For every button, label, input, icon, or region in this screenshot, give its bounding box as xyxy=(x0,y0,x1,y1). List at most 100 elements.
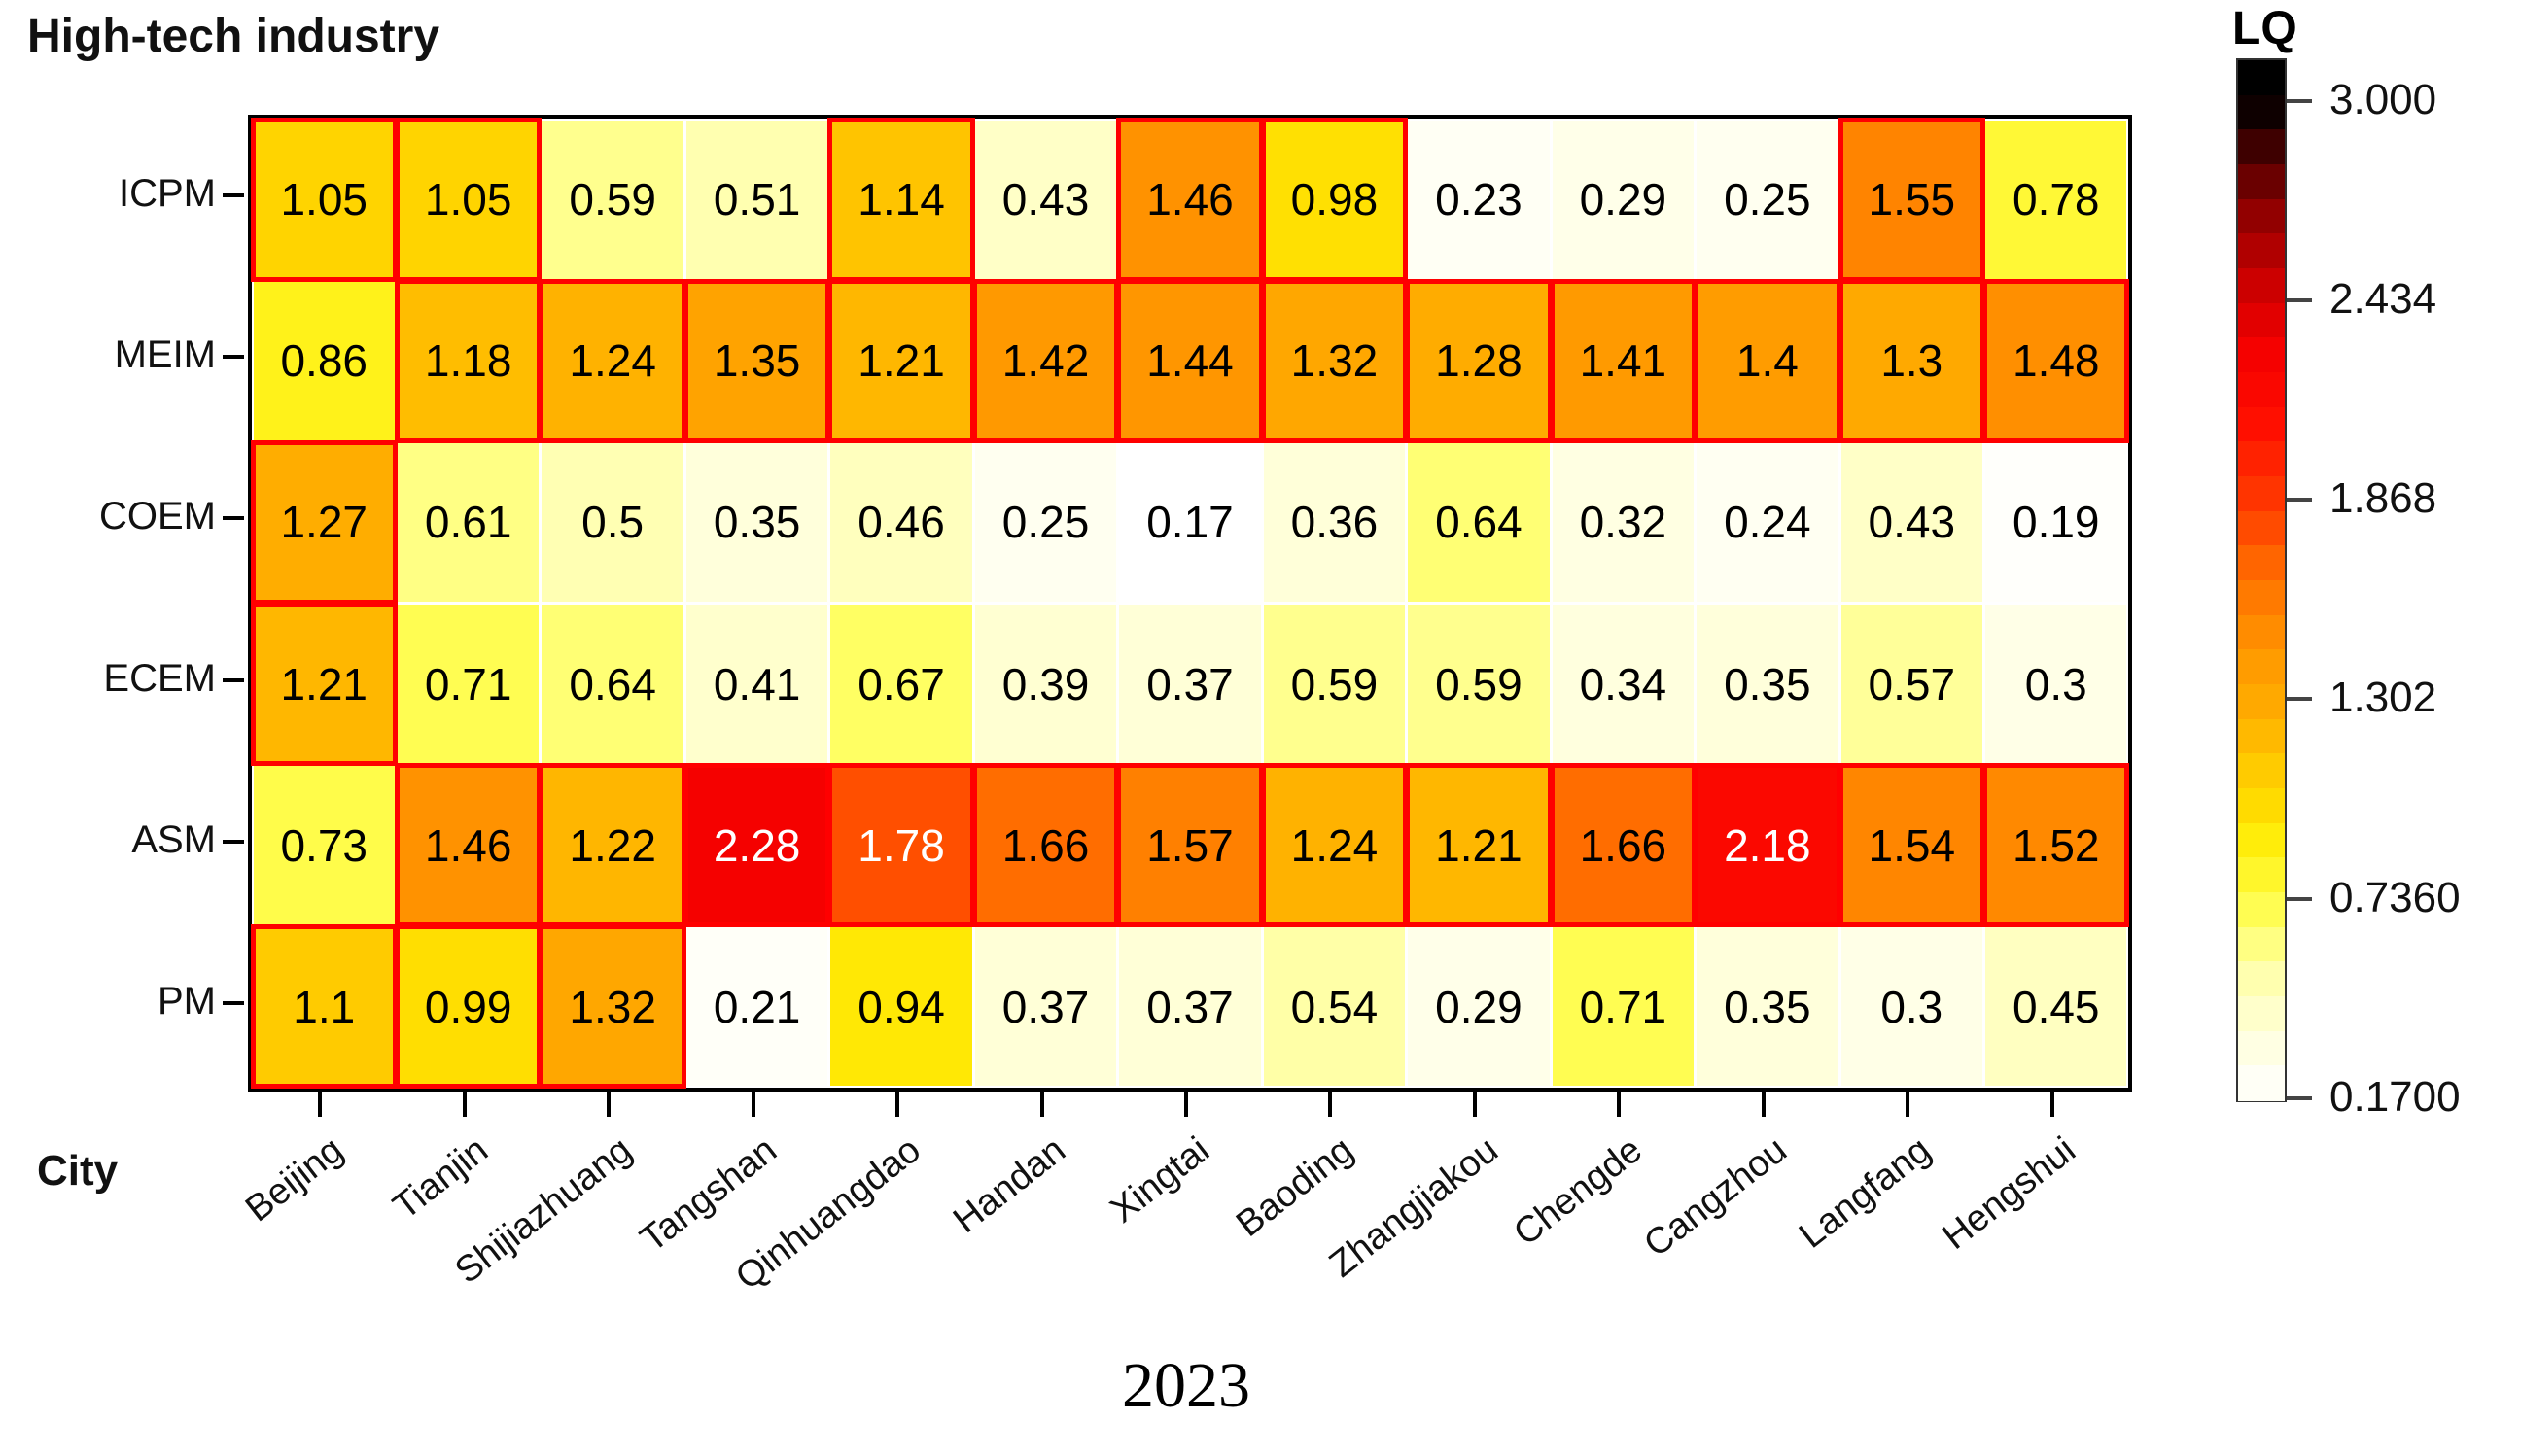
heatmap-cell: 1.4 xyxy=(1697,281,1838,440)
heatmap-cell: 0.39 xyxy=(974,605,1117,764)
city-label-tianjin: Tianjin xyxy=(385,1129,496,1229)
heatmap-cell: 0.23 xyxy=(1408,120,1550,279)
heatmap-cell: 0.35 xyxy=(1697,605,1838,764)
heatmap-cell: 0.99 xyxy=(397,927,540,1087)
colorbar-step xyxy=(2238,996,2285,1032)
heatmap-cell: 1.32 xyxy=(1263,281,1406,440)
heatmap-cell: 1.21 xyxy=(253,605,395,764)
heatmap-cell: 0.71 xyxy=(397,605,540,764)
city-label-zhangjiakou: Zhangjiakou xyxy=(1321,1129,1506,1286)
x-axis-tick xyxy=(1617,1092,1622,1117)
heatmap-cell: 1.54 xyxy=(1840,766,1983,925)
heatmap-cell: 0.61 xyxy=(397,442,540,602)
heatmap-cell: 1.27 xyxy=(253,442,395,602)
city-label-chengde: Chengde xyxy=(1506,1129,1651,1255)
heatmap-cell: 1.78 xyxy=(830,766,972,925)
y-axis-tick xyxy=(223,839,244,844)
colorbar-step xyxy=(2238,1030,2285,1067)
city-label-shijiazhuang: Shijiazhuang xyxy=(447,1129,640,1293)
heatmap-cell: 0.24 xyxy=(1697,442,1838,602)
city-label-handan: Handan xyxy=(945,1129,1073,1242)
x-axis-tick xyxy=(1906,1092,1910,1117)
colorbar-step xyxy=(2238,857,2285,893)
heatmap-cell: 1.42 xyxy=(974,281,1117,440)
colorbar-step xyxy=(2238,94,2285,131)
heatmap-cell: 0.35 xyxy=(1697,927,1838,1087)
heatmap-cell: 1.21 xyxy=(1408,766,1550,925)
x-axis-tick xyxy=(1761,1092,1766,1117)
colorbar-tick-label: 2.434 xyxy=(2329,274,2437,323)
heatmap-cell: 0.29 xyxy=(1552,120,1695,279)
x-axis-tick xyxy=(1039,1092,1044,1117)
heatmap-cell: 1.57 xyxy=(1119,766,1261,925)
chart-title: High-tech industry xyxy=(27,11,440,62)
heatmap-cell: 0.45 xyxy=(1985,927,2127,1087)
x-axis-tick xyxy=(2049,1092,2054,1117)
heatmap-cell: 1.32 xyxy=(542,927,683,1087)
heatmap-cell: 0.71 xyxy=(1552,927,1695,1087)
heatmap-cell: 0.98 xyxy=(1263,120,1406,279)
heatmap-plot-area: 1.05 1.05 0.59 0.51 1.14 0.43 1.46 0.98 0.23 0.29… xyxy=(248,115,2132,1092)
heatmap-cell: 1.21 xyxy=(830,281,972,440)
colorbar-step xyxy=(2238,822,2285,859)
colorbar-tick xyxy=(2287,498,2312,503)
heatmap-cell: 0.54 xyxy=(1263,927,1406,1087)
y-axis-tick xyxy=(223,1000,244,1005)
heatmap-cell: 1.3 xyxy=(1840,281,1983,440)
heatmap-cell: 0.17 xyxy=(1119,442,1261,602)
x-axis-title: City xyxy=(37,1147,119,1195)
x-axis-tick xyxy=(751,1092,755,1117)
colorbar-step xyxy=(2238,372,2285,408)
heatmap-cell: 1.1 xyxy=(253,927,395,1087)
heatmap-cell: 1.66 xyxy=(974,766,1117,925)
colorbar-step xyxy=(2238,302,2285,339)
heatmap-cell: 1.46 xyxy=(1119,120,1261,279)
heatmap-cell: 1.18 xyxy=(397,281,540,440)
heatmap-cell: 0.73 xyxy=(253,766,395,925)
heatmap-cell: 0.86 xyxy=(253,281,395,440)
heatmap-cell: 0.25 xyxy=(974,442,1117,602)
y-axis-tick xyxy=(223,516,244,521)
heatmap-cell: 0.32 xyxy=(1552,442,1695,602)
heatmap-cell: 0.37 xyxy=(1119,605,1261,764)
heatmap-cell: 0.34 xyxy=(1552,605,1695,764)
colorbar-tick-label: 0.1700 xyxy=(2329,1073,2461,1121)
heatmap-cell: 0.57 xyxy=(1840,605,1983,764)
colorbar-step xyxy=(2238,476,2285,512)
colorbar-step xyxy=(2238,406,2285,443)
row-label-coem: COEM xyxy=(99,495,216,538)
x-axis-tick xyxy=(607,1092,612,1117)
colorbar-step xyxy=(2238,233,2285,269)
heatmap-cell: 1.44 xyxy=(1119,281,1261,440)
heatmap-cell: 0.25 xyxy=(1697,120,1838,279)
city-label-hengshui: Hengshui xyxy=(1935,1129,2083,1258)
colorbar-step xyxy=(2238,164,2285,200)
x-axis-tick xyxy=(1184,1092,1188,1117)
heatmap-cell: 0.3 xyxy=(1840,927,1983,1087)
heatmap-cell: 1.22 xyxy=(542,766,683,925)
city-label-cangzhou: Cangzhou xyxy=(1636,1129,1795,1265)
colorbar-step xyxy=(2238,961,2285,997)
city-label-qinhuangdao: Qinhuangdao xyxy=(728,1129,928,1299)
x-axis-tick xyxy=(895,1092,900,1117)
colorbar-step xyxy=(2238,1065,2285,1101)
heatmap-cell: 2.18 xyxy=(1697,766,1838,925)
colorbar-step xyxy=(2238,580,2285,616)
colorbar-tick xyxy=(2287,697,2312,702)
x-axis-tick xyxy=(462,1092,467,1117)
heatmap-cell: 0.5 xyxy=(542,442,683,602)
y-axis-tick xyxy=(223,193,244,198)
heatmap-cell: 1.05 xyxy=(253,120,395,279)
heatmap-cell: 0.21 xyxy=(685,927,828,1087)
colorbar-step xyxy=(2238,510,2285,547)
heatmap-cell: 1.35 xyxy=(685,281,828,440)
row-label-asm: ASM xyxy=(131,817,216,861)
heatmap-cell: 1.24 xyxy=(1263,766,1406,925)
heatmap-cell: 1.48 xyxy=(1985,281,2127,440)
colorbar-tick xyxy=(2287,297,2312,302)
heatmap-cell: 1.66 xyxy=(1552,766,1695,925)
colorbar-step xyxy=(2238,649,2285,685)
y-axis-tick xyxy=(223,355,244,360)
colorbar-tick-label: 1.302 xyxy=(2329,674,2437,722)
